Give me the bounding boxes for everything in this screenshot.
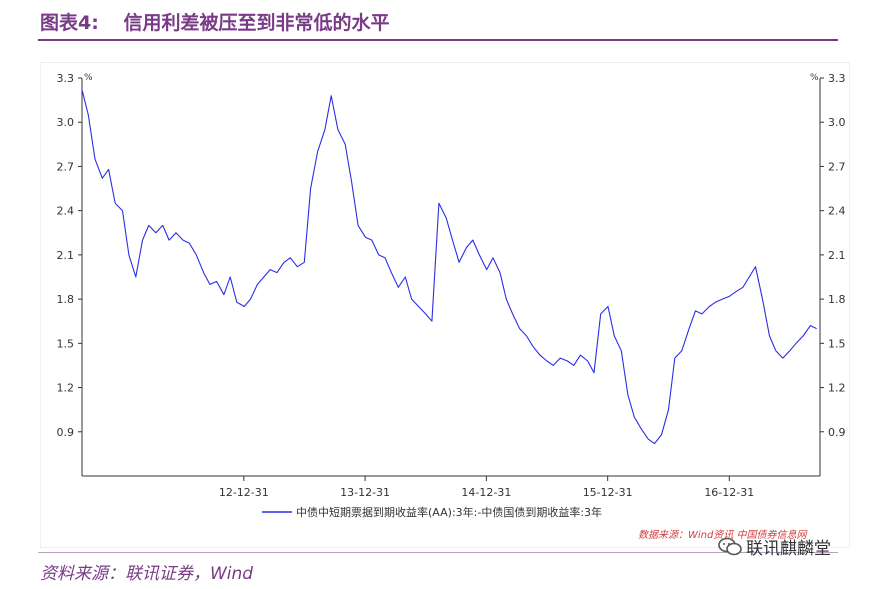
y-tick-label-left: 2.7 <box>57 160 75 173</box>
y-tick-label-left: 1.2 <box>57 382 75 395</box>
legend-label: 中债中短期票据到期收益率(AA):3年:-中债国债到期收益率:3年 <box>296 505 602 519</box>
chart-frame: %% 0.9 0.9 1.2 1.2 1.5 1.5 1.8 1.8 2.1 2.1 2.4 2.4 2.… <box>39 61 851 549</box>
figure-number: 图表4: <box>40 12 99 34</box>
y-tick-label-left: 1.8 <box>57 293 75 306</box>
chart-background <box>39 61 851 549</box>
title-divider <box>38 39 838 41</box>
y-tick-label-left: 2.4 <box>57 205 75 218</box>
wechat-icon <box>718 537 742 555</box>
watermark-text: 联讯麒麟堂 <box>746 539 831 559</box>
y-tick-label-right: 1.8 <box>828 293 846 306</box>
chart-legend: 中债中短期票据到期收益率(AA):3年:-中债国债到期收益率:3年 <box>262 505 602 519</box>
y-tick-label-left: 3.0 <box>57 116 75 129</box>
chart-axes: % % 0.9 0.9 1.2 1.2 1.5 1.5 1.8 1.8 2.1 2.1 2.4 2.4 2.… <box>57 72 846 499</box>
y-tick-label-right: 0.9 <box>828 426 846 439</box>
data-source-note: 数据来源：Wind资讯 中国债券信息网 <box>638 529 809 541</box>
x-tick-label: 16-12-31 <box>704 486 754 499</box>
watermark: 联讯麒麟堂 <box>718 534 831 559</box>
y-tick-label-right: 2.7 <box>828 160 846 173</box>
y-tick-label-right: 1.5 <box>828 337 846 350</box>
y-tick-label-left: 0.9 <box>57 426 75 439</box>
x-tick-label: 15-12-31 <box>583 486 633 499</box>
y-tick-label-left: 1.5 <box>57 337 75 350</box>
figure-title: 图表4: 信用利差被压至到非常低的水平 <box>40 8 389 35</box>
source-note: 资料来源：联讯证券，Wind <box>40 564 254 584</box>
y-tick-label-left: 3.3 <box>57 72 75 85</box>
y-tick-label-left: 2.1 <box>57 249 75 262</box>
y-tick-label-right: 2.1 <box>828 249 846 262</box>
x-tick-label: 14-12-31 <box>461 486 511 499</box>
y-tick-label-right: 2.4 <box>828 205 846 218</box>
y-tick-label-right: 1.2 <box>828 382 846 395</box>
footer-divider <box>38 552 838 553</box>
y-tick-label-right: 3.3 <box>828 72 846 85</box>
chart-series-group <box>81 89 817 445</box>
y-unit-left: % <box>84 73 93 83</box>
figure-title-text: 信用利差被压至到非常低的水平 <box>123 12 390 34</box>
x-tick-label: 13-12-31 <box>340 486 390 499</box>
x-tick-label: 12-12-31 <box>219 486 269 499</box>
line-chart: % % 0.9 0.9 1.2 1.2 1.5 1.5 1.8 1.8 2.1 2.1 2.4 2.4 2.… <box>39 61 851 549</box>
series-line <box>81 89 817 445</box>
y-unit-right: % <box>810 73 819 83</box>
y-tick-label-right: 3.0 <box>828 116 846 129</box>
